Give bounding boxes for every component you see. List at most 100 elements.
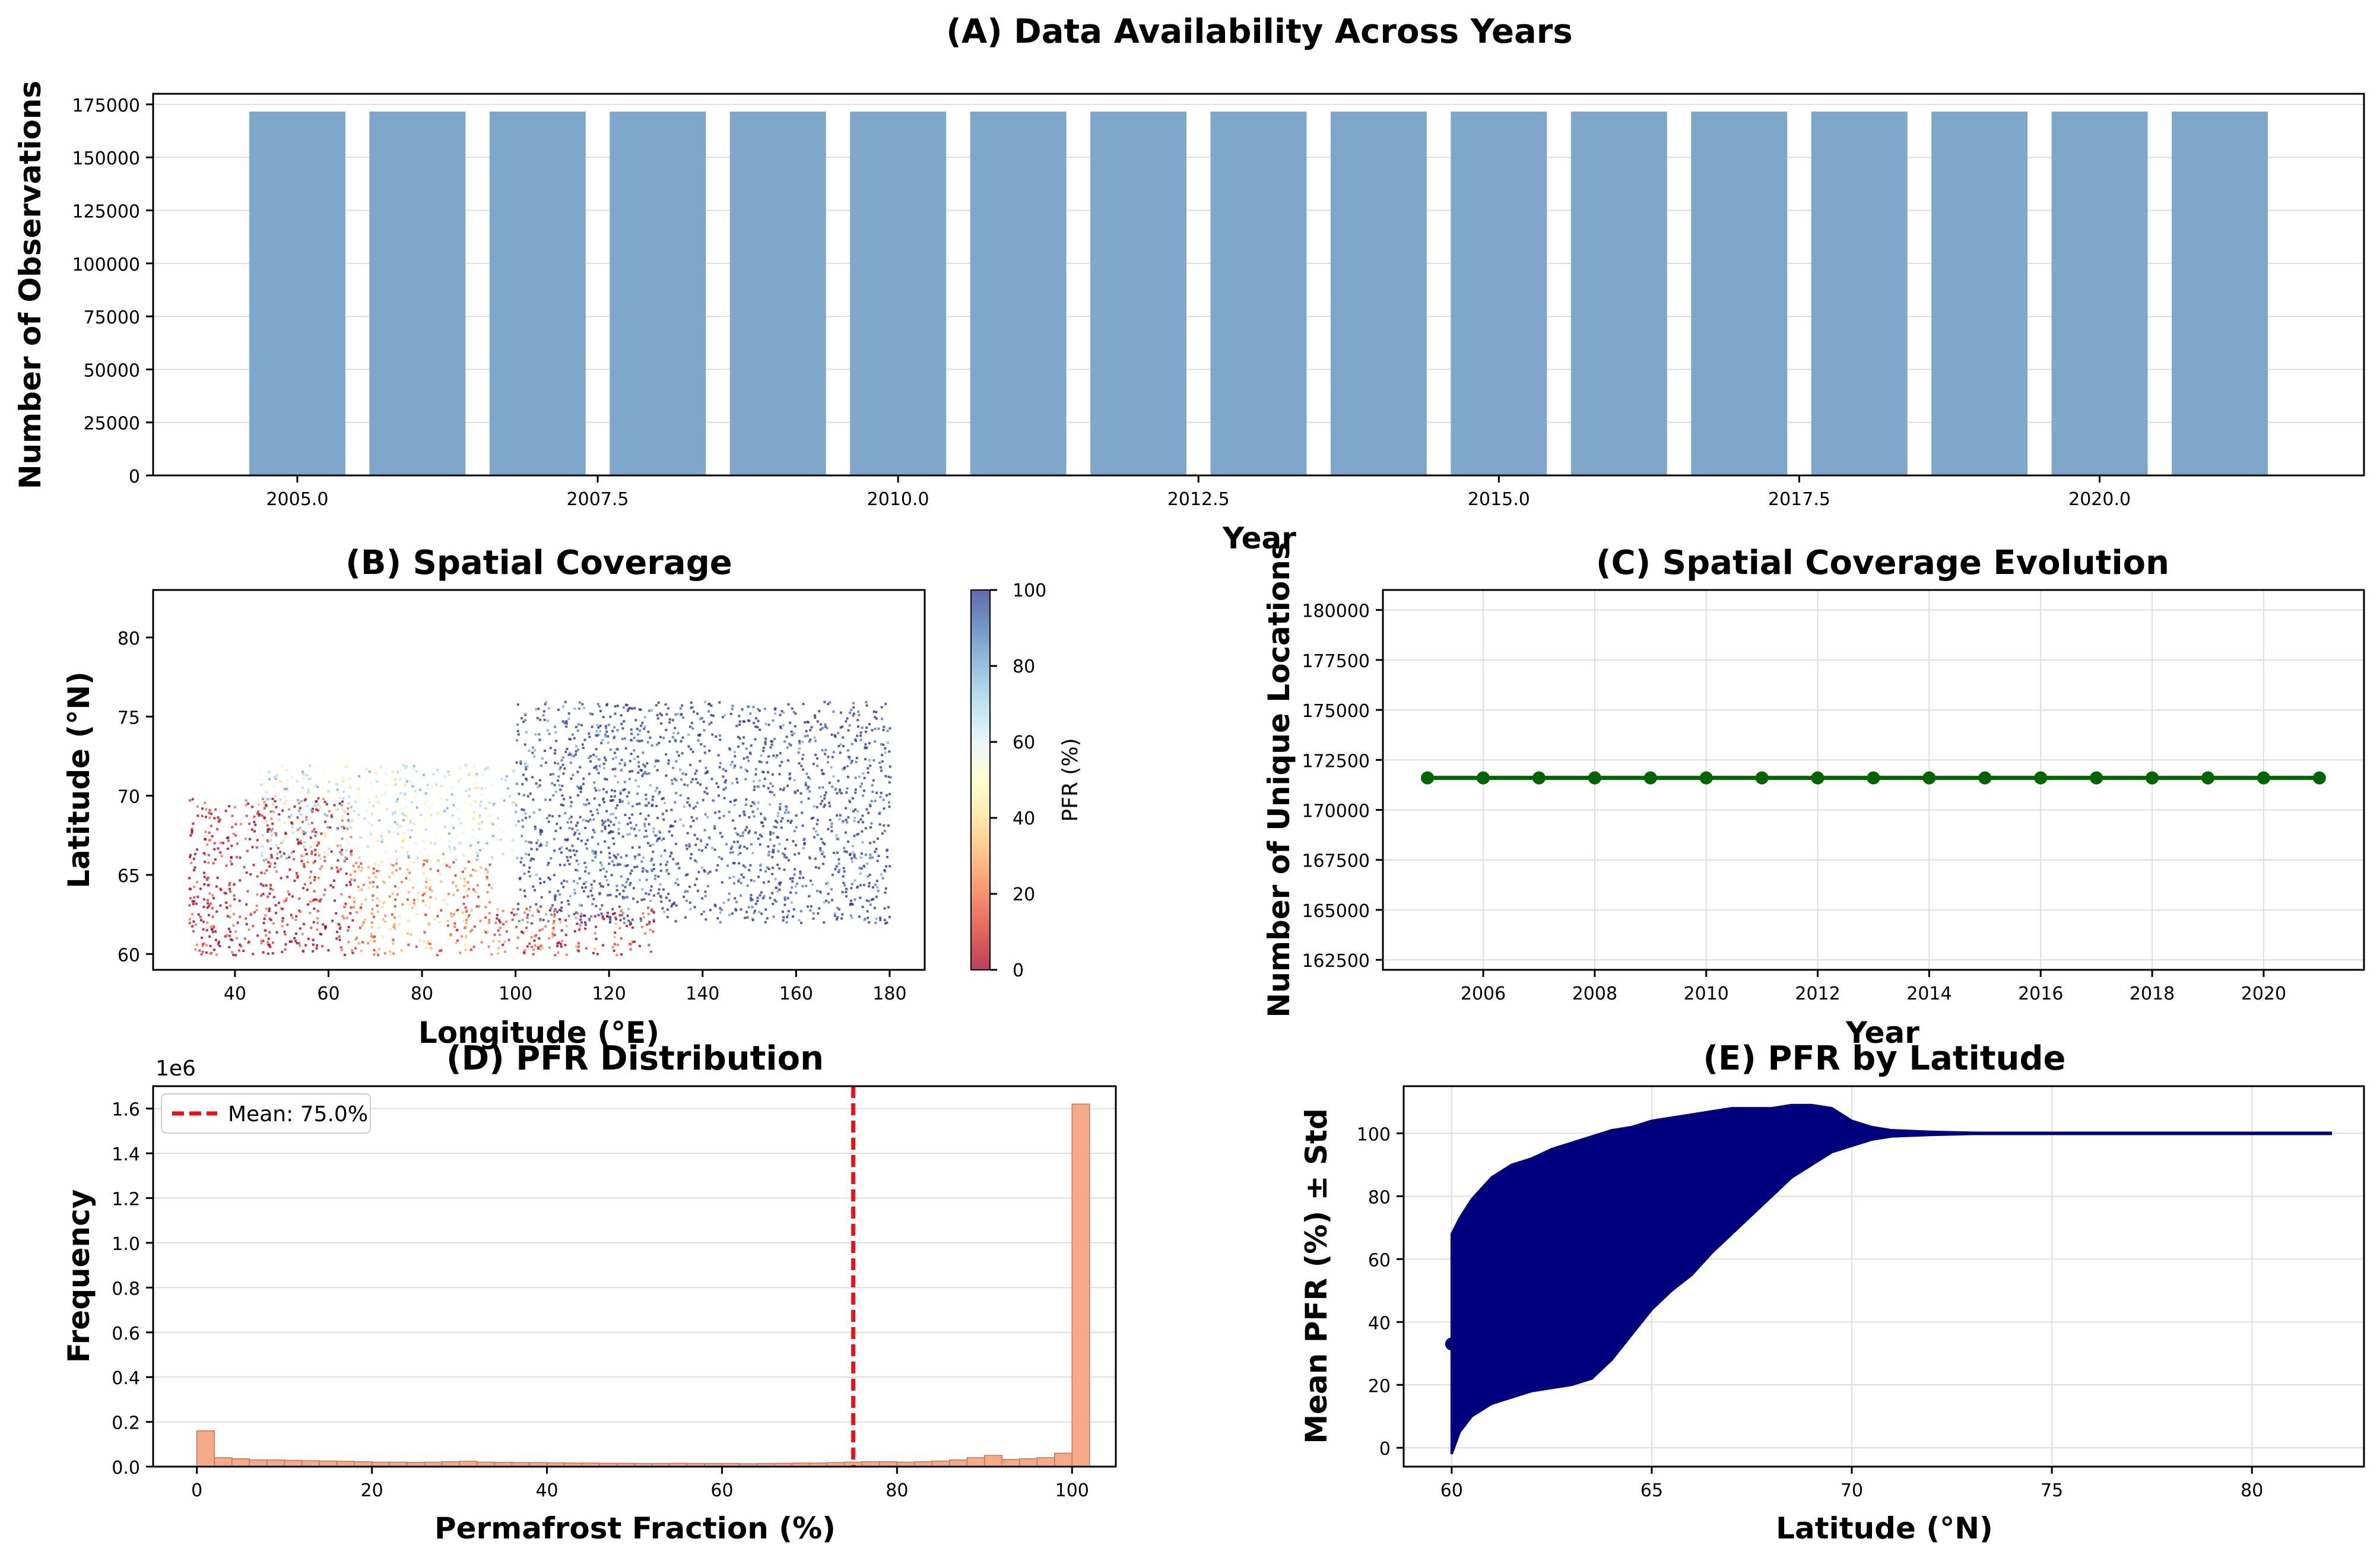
scatter-point bbox=[637, 733, 640, 736]
scatter-point bbox=[499, 838, 502, 841]
scatter-point bbox=[301, 786, 304, 789]
scatter-point bbox=[846, 776, 849, 779]
scatter-point bbox=[701, 897, 704, 900]
scatter-point bbox=[810, 880, 813, 883]
scatter-point bbox=[461, 870, 464, 873]
scatter-point bbox=[323, 832, 326, 835]
scatter-point bbox=[830, 733, 833, 736]
scatter-point bbox=[311, 830, 314, 833]
scatter-point bbox=[553, 919, 556, 922]
scatter-point bbox=[252, 864, 255, 867]
scatter-point bbox=[353, 848, 356, 851]
scatter-point bbox=[782, 711, 785, 714]
scatter-point bbox=[624, 886, 627, 889]
scatter-point bbox=[577, 942, 580, 945]
scatter-point bbox=[613, 864, 615, 867]
scatter-point bbox=[372, 872, 375, 875]
scatter-point bbox=[421, 893, 424, 896]
scatter-point bbox=[219, 841, 222, 844]
scatter-point bbox=[888, 792, 891, 795]
scatter-point bbox=[766, 761, 769, 764]
scatter-point bbox=[601, 739, 604, 742]
scatter-point bbox=[316, 928, 319, 931]
scatter-point bbox=[867, 771, 870, 774]
scatter-point bbox=[228, 805, 231, 808]
scatter-point bbox=[656, 817, 659, 820]
scatter-point bbox=[525, 731, 528, 734]
scatter-point bbox=[789, 721, 792, 724]
scatter-point bbox=[731, 851, 734, 854]
scatter-point bbox=[623, 720, 626, 723]
scatter-point bbox=[746, 916, 749, 919]
scatter-point bbox=[440, 880, 443, 883]
scatter-point bbox=[298, 810, 301, 813]
scatter-point bbox=[290, 851, 293, 854]
scatter-point bbox=[202, 944, 205, 947]
scatter-point bbox=[229, 930, 231, 933]
scatter-point bbox=[669, 851, 672, 854]
scatter-point bbox=[288, 940, 291, 943]
bar bbox=[1691, 112, 1788, 476]
scatter-point bbox=[378, 947, 381, 950]
scatter-point bbox=[537, 786, 540, 789]
scatter-point bbox=[316, 922, 319, 925]
scatter-point bbox=[476, 852, 479, 855]
scatter-point bbox=[299, 839, 302, 842]
scatter-point bbox=[685, 844, 688, 847]
scatter-point bbox=[591, 887, 594, 890]
scatter-point bbox=[789, 821, 792, 824]
scatter-point bbox=[753, 880, 756, 883]
scatter-point bbox=[777, 850, 780, 853]
scatter-point bbox=[468, 773, 471, 776]
scatter-point bbox=[218, 818, 221, 821]
scatter-point bbox=[404, 783, 407, 786]
scatter-point bbox=[696, 837, 699, 840]
scatter-point bbox=[759, 728, 761, 731]
scatter-point bbox=[880, 706, 883, 709]
scatter-point bbox=[601, 819, 604, 822]
scatter-point bbox=[580, 724, 583, 726]
scatter-point bbox=[760, 912, 763, 915]
scatter-point bbox=[268, 865, 271, 868]
scatter-point bbox=[234, 954, 237, 957]
scatter-point bbox=[392, 938, 395, 941]
scatter-point bbox=[652, 827, 655, 830]
scatter-point bbox=[718, 856, 721, 859]
y-tick-label: 25000 bbox=[84, 414, 140, 434]
scatter-point bbox=[618, 893, 621, 896]
scatter-point bbox=[739, 852, 742, 855]
scatter-point bbox=[302, 950, 304, 953]
scatter-point bbox=[882, 798, 885, 801]
scatter-point bbox=[821, 851, 824, 854]
scatter-point bbox=[695, 769, 698, 772]
scatter-point bbox=[616, 705, 619, 707]
scatter-point bbox=[815, 805, 818, 808]
scatter-point bbox=[283, 795, 285, 798]
scatter-point bbox=[584, 886, 587, 889]
scatter-point bbox=[641, 721, 644, 724]
scatter-point bbox=[703, 870, 706, 873]
scatter-point bbox=[405, 815, 408, 818]
scatter-point bbox=[449, 772, 452, 775]
scatter-point bbox=[535, 782, 538, 785]
scatter-point bbox=[779, 764, 782, 767]
scatter-point bbox=[205, 929, 208, 932]
scatter-point bbox=[347, 941, 350, 944]
scatter-point bbox=[790, 730, 793, 733]
scatter-point bbox=[797, 852, 800, 855]
scatter-point bbox=[711, 846, 714, 849]
scatter-point bbox=[464, 906, 467, 909]
scatter-point bbox=[601, 823, 604, 826]
scatter-point bbox=[302, 813, 304, 816]
scatter-point bbox=[861, 830, 864, 833]
scatter-point bbox=[271, 797, 274, 800]
scatter-point bbox=[648, 944, 650, 947]
scatter-point bbox=[750, 894, 753, 897]
scatter-point bbox=[723, 781, 726, 784]
scatter-point bbox=[337, 859, 339, 862]
scatter-point bbox=[312, 861, 315, 864]
scatter-point bbox=[443, 899, 446, 902]
scatter-point bbox=[543, 881, 546, 884]
scatter-point bbox=[188, 877, 191, 880]
x-tick-label: 2010.0 bbox=[867, 489, 929, 510]
